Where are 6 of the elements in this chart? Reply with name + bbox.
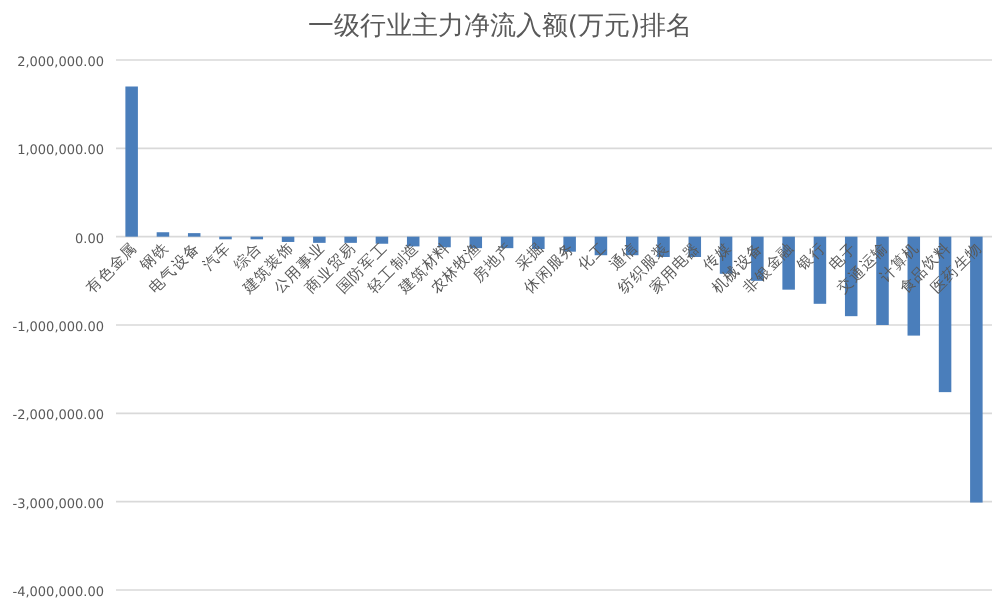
chart-title: 一级行业主力净流入额(万元)排名 <box>307 10 693 42</box>
bar <box>313 236 326 243</box>
bar <box>344 236 357 243</box>
bar <box>375 236 389 244</box>
bar <box>281 236 295 242</box>
bar <box>125 86 138 237</box>
